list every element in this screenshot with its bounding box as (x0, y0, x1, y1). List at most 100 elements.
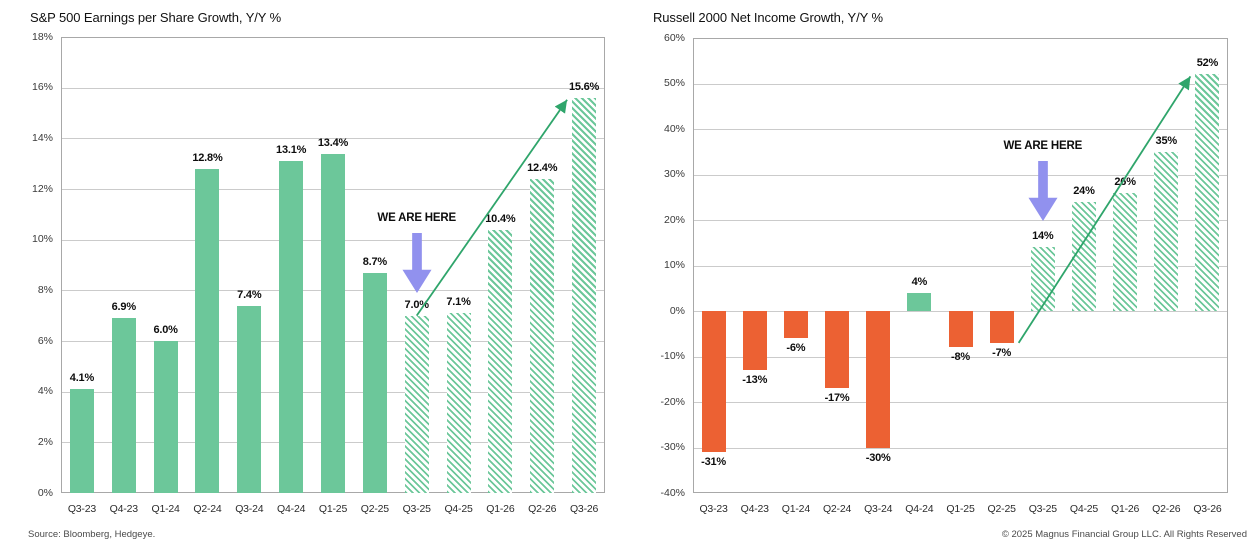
gridline (694, 175, 1227, 176)
bar-Q3-25 (1030, 247, 1055, 311)
value-label: 7.1% (446, 296, 471, 309)
y-tick-label: 4% (37, 385, 53, 398)
x-tick-label: Q1-26 (486, 503, 515, 515)
gridline (694, 448, 1227, 449)
x-tick-label: Q2-26 (1152, 503, 1181, 515)
x-tick-label: Q3-25 (402, 503, 431, 515)
value-label: 35% (1155, 134, 1178, 147)
x-tick-label: Q1-24 (151, 503, 180, 515)
bar-Q1-25 (948, 311, 973, 348)
y-tick-label: 20% (663, 213, 685, 226)
bar-Q4-25 (1071, 201, 1096, 311)
value-label: 13.4% (317, 136, 349, 149)
value-label: -30% (865, 451, 891, 464)
x-tick-label: Q4-24 (905, 503, 934, 515)
x-tick-label: Q3-26 (1193, 503, 1222, 515)
y-tick-label: 10% (31, 233, 53, 246)
y-tick-label: 16% (31, 81, 53, 94)
x-tick-label: Q3-23 (699, 503, 728, 515)
x-tick-label: Q1-25 (318, 503, 348, 515)
bar-Q4-24 (907, 292, 932, 311)
value-label: 52% (1196, 57, 1219, 70)
y-tick-label: 8% (37, 283, 53, 296)
value-label: 12.8% (192, 151, 223, 164)
we-are-here-label: WE ARE HERE (377, 212, 456, 224)
value-label: -8% (951, 351, 970, 364)
y-tick-label: 10% (663, 259, 685, 271)
bar-Q4-25 (446, 313, 471, 493)
x-tick-label: Q1-25 (946, 503, 975, 515)
value-label: 13.1% (276, 144, 307, 157)
x-tick-label: Q3-24 (235, 503, 264, 515)
bar-Q1-24 (153, 341, 178, 493)
bar-Q4-24 (279, 161, 304, 493)
sp500-chart-title: S&P 500 Earnings per Share Growth, Y/Y % (30, 10, 282, 25)
x-tick-label: Q3-25 (1028, 503, 1057, 515)
value-label: 26% (1114, 175, 1136, 188)
bar-Q3-24 (237, 305, 262, 493)
x-tick-label: Q2-25 (360, 503, 389, 515)
value-label: 6.0% (153, 324, 178, 336)
x-tick-label: Q3-26 (569, 503, 599, 515)
value-label: 7.4% (237, 288, 262, 301)
bar-Q1-26 (1113, 192, 1138, 311)
russell2000-chart-title: Russell 2000 Net Income Growth, Y/Y % (653, 10, 883, 25)
gridline (694, 84, 1227, 85)
plot-area (693, 38, 1228, 493)
x-tick-label: Q4-23 (740, 503, 769, 515)
value-label: 15.6% (568, 80, 600, 93)
bar-Q1-24 (783, 311, 808, 339)
bar-Q3-23 (701, 311, 726, 453)
bar-Q2-25 (989, 311, 1014, 343)
value-label: 6.9% (111, 301, 136, 314)
y-tick-label: 40% (663, 122, 685, 135)
value-label: 4% (911, 275, 928, 288)
value-label: 4.1% (69, 372, 95, 385)
bar-Q4-23 (742, 311, 767, 371)
gridline (62, 138, 604, 139)
x-tick-label: Q2-24 (193, 503, 222, 515)
source-note: Source: Bloomberg, Hedgeye. (28, 529, 156, 540)
value-label: 8.7% (362, 255, 387, 268)
gridline (694, 266, 1227, 267)
bar-Q3-26 (1195, 74, 1220, 311)
x-tick-label: Q4-24 (277, 503, 306, 515)
gridline (694, 402, 1227, 403)
y-tick-label: 12% (31, 182, 53, 195)
y-tick-label: 50% (663, 77, 685, 89)
y-tick-label: 60% (663, 31, 685, 44)
y-tick-label: -30% (660, 441, 685, 453)
bar-Q4-23 (111, 318, 136, 493)
value-label: -17% (824, 392, 850, 405)
x-tick-label: Q3-23 (67, 503, 97, 515)
value-label: -7% (992, 346, 1012, 359)
x-tick-label: Q1-24 (781, 503, 810, 515)
bar-Q1-25 (321, 153, 345, 493)
bar-Q2-26 (1154, 151, 1179, 311)
y-tick-label: -40% (660, 486, 685, 499)
x-tick-label: Q4-25 (1069, 503, 1099, 515)
bar-Q2-24 (825, 311, 850, 389)
x-tick-label: Q3-24 (864, 503, 893, 515)
x-tick-label: Q2-26 (528, 503, 557, 515)
value-label: -6% (786, 342, 806, 355)
x-tick-label: Q4-23 (109, 503, 138, 515)
bar-Q2-25 (362, 272, 387, 493)
gridline (62, 88, 604, 89)
bar-Q3-24 (866, 311, 891, 448)
x-tick-label: Q4-25 (444, 503, 473, 515)
bar-Q3-26 (572, 97, 597, 493)
value-label: 12.4% (527, 161, 558, 174)
y-tick-label: -10% (660, 350, 685, 362)
value-label: -31% (701, 456, 726, 469)
y-tick-label: 0% (669, 304, 685, 317)
copyright-note: © 2025 Magnus Financial Group LLC. All R… (1001, 529, 1247, 540)
gridline (694, 129, 1227, 130)
x-tick-label: Q2-24 (822, 503, 852, 515)
y-tick-label: 6% (37, 334, 53, 347)
y-tick-label: 2% (37, 435, 53, 448)
y-tick-label: 18% (31, 30, 53, 43)
x-tick-label: Q1-26 (1111, 503, 1140, 515)
y-tick-label: 14% (31, 131, 53, 144)
